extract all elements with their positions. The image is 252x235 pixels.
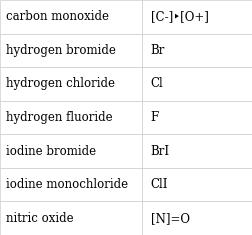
Text: F: F [150,111,158,124]
Bar [141,134,252,168]
Bar [0,201,141,235]
Bar [141,67,252,101]
Bar [0,0,141,34]
Bar [0,101,141,134]
Text: hydrogen bromide: hydrogen bromide [6,44,116,57]
Text: [N]=O: [N]=O [150,212,189,225]
Text: [C-]‣[O+]: [C-]‣[O+] [150,10,208,23]
Text: hydrogen chloride: hydrogen chloride [6,77,115,90]
Bar [141,201,252,235]
Bar [141,101,252,134]
Text: Br: Br [150,44,164,57]
Text: BrI: BrI [150,145,169,158]
Bar [0,34,141,67]
Text: carbon monoxide: carbon monoxide [6,10,109,23]
Text: hydrogen fluoride: hydrogen fluoride [6,111,112,124]
Bar [0,67,141,101]
Text: nitric oxide: nitric oxide [6,212,74,225]
Text: Cl: Cl [150,77,163,90]
Bar [141,168,252,201]
Bar [0,168,141,201]
Bar [141,34,252,67]
Text: iodine monochloride: iodine monochloride [6,178,128,191]
Text: iodine bromide: iodine bromide [6,145,96,158]
Bar [141,0,252,34]
Text: ClI: ClI [150,178,167,191]
Bar [0,134,141,168]
